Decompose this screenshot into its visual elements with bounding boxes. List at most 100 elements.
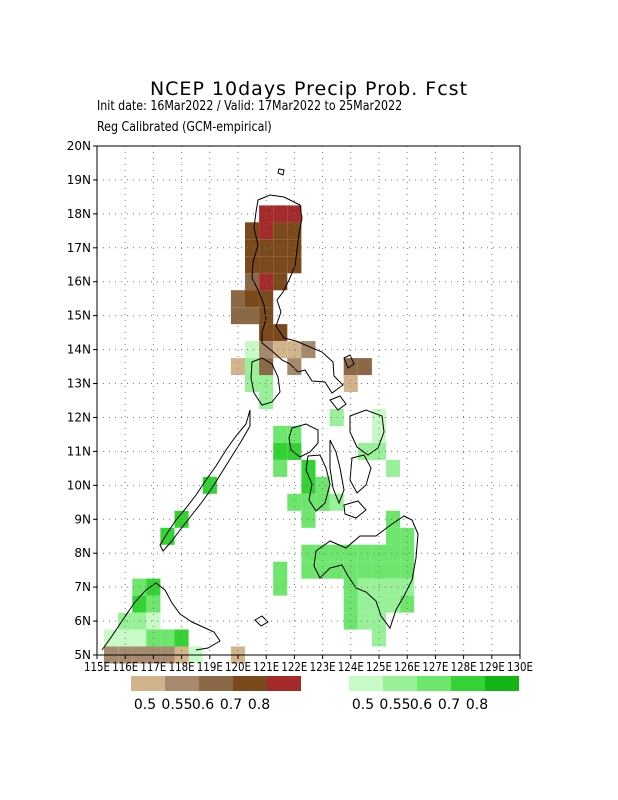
lat-label: 6N <box>74 614 91 628</box>
dry-cell <box>245 290 260 308</box>
wet-cell <box>386 510 401 528</box>
lat-label: 15N <box>67 309 91 323</box>
dry-cell <box>357 358 372 376</box>
lon-label: 124E <box>338 660 364 674</box>
dry-cell <box>259 239 274 257</box>
probability-cells <box>104 205 415 664</box>
lat-label: 9N <box>74 512 91 526</box>
dry-cell <box>259 290 274 308</box>
map-frame <box>96 145 521 656</box>
lon-label: 117E <box>140 660 166 674</box>
dry-cell <box>273 239 288 257</box>
dry-cell <box>259 341 274 359</box>
dry-cell <box>245 222 260 240</box>
dry-cell <box>287 205 302 223</box>
legend-wet-swatch <box>417 676 451 691</box>
wet-cell <box>273 442 288 460</box>
dry-cell <box>287 256 302 274</box>
init-date-line: Init date: 16Mar2022 / Valid: 17Mar2022 … <box>97 99 403 114</box>
coastline-cebu <box>329 439 345 505</box>
dry-cell <box>287 341 302 359</box>
dry-cell <box>259 205 274 223</box>
legend-dry-label: 0.7 <box>220 697 242 713</box>
lon-label: 116E <box>112 660 138 674</box>
lat-label: 16N <box>67 275 91 289</box>
wet-cell <box>386 459 401 477</box>
wet-cell <box>371 409 386 426</box>
wet-cell <box>386 527 401 545</box>
legend-wet: 0.5 0.55 0.6 0.7 0.8 <box>349 676 519 713</box>
dry-cell <box>259 307 274 325</box>
wet-cell <box>400 544 415 562</box>
dry-cell <box>245 256 260 274</box>
wet-cell <box>315 476 330 494</box>
lat-label: 8N <box>74 546 91 560</box>
coastline-bohol <box>343 500 367 519</box>
wet-cell <box>371 612 386 630</box>
lon-label: 123E <box>310 660 336 674</box>
lat-label: 13N <box>67 377 91 391</box>
longitude-labels: 115E 116E 117E 118E 119E 120E 121E 122E 123E 124E… <box>84 655 533 674</box>
legend-wet-label: 0.55 <box>379 697 410 713</box>
lon-label: 119E <box>197 660 223 674</box>
wet-cell <box>329 561 344 579</box>
coastline-samar <box>349 409 385 456</box>
legend-dry-label: 0.8 <box>248 697 270 713</box>
dry-cell <box>273 273 288 291</box>
wet-cell <box>357 544 372 562</box>
legend-dry-swatch <box>131 676 165 691</box>
wet-cell <box>315 561 330 579</box>
wet-cell <box>343 561 358 579</box>
dry-cell <box>343 375 358 392</box>
lon-label: 121E <box>253 660 279 674</box>
legend-wet-swatch <box>349 676 383 691</box>
dry-cell <box>273 205 288 223</box>
latitude-labels: 5N 6N 7N 8N 9N 10N 11N 12N 13N 14N 15N 16N 17N 18N 19N… <box>67 139 97 662</box>
legend-dry-swatch <box>233 676 267 691</box>
wet-cell <box>329 544 344 562</box>
legend-dry-label: 0.55 <box>161 697 192 713</box>
wet-cell <box>400 595 415 613</box>
lon-label: 127E <box>422 660 448 674</box>
lon-label: 130E <box>507 660 533 674</box>
legend-dry-label: 0.6 <box>192 697 214 713</box>
wet-cell <box>386 578 401 596</box>
dry-cell <box>273 222 288 240</box>
lat-label: 7N <box>74 580 91 594</box>
wet-cell <box>160 629 175 647</box>
coastline-mindanao <box>313 515 419 630</box>
wet-cell <box>343 612 358 630</box>
wet-cell <box>400 561 415 579</box>
wet-cell <box>245 341 260 359</box>
lat-label: 11N <box>67 444 91 458</box>
lat-label: 20N <box>67 139 91 153</box>
wet-cell <box>371 561 386 579</box>
wet-cell <box>301 459 316 477</box>
wet-cell <box>118 612 133 630</box>
wet-cell <box>132 595 147 613</box>
coastline-leyte <box>349 454 372 494</box>
wet-cell <box>146 612 161 630</box>
wet-cell <box>273 578 288 596</box>
legend-wet-swatch <box>383 676 417 691</box>
wet-cell <box>160 527 175 545</box>
lat-label: 10N <box>67 478 91 492</box>
legend-dry: 0.5 0.55 0.6 0.7 0.8 <box>131 676 301 713</box>
wet-cell <box>400 578 415 596</box>
lon-label: 125E <box>366 660 392 674</box>
wet-cell <box>343 578 358 596</box>
wet-cell <box>386 595 401 613</box>
wet-cell <box>273 561 288 579</box>
wet-cell <box>315 544 330 562</box>
legend-dry-swatch <box>199 676 233 691</box>
dry-cell <box>259 256 274 274</box>
wet-cell <box>315 493 330 511</box>
dry-cell <box>273 256 288 274</box>
legend-wet-swatch <box>485 676 519 691</box>
wet-cell <box>357 612 372 630</box>
coastline-luzon <box>251 194 344 394</box>
coastline-panay <box>288 423 319 458</box>
lat-label: 5N <box>74 648 91 662</box>
lat-label: 18N <box>67 207 91 221</box>
dry-cell <box>259 273 274 291</box>
